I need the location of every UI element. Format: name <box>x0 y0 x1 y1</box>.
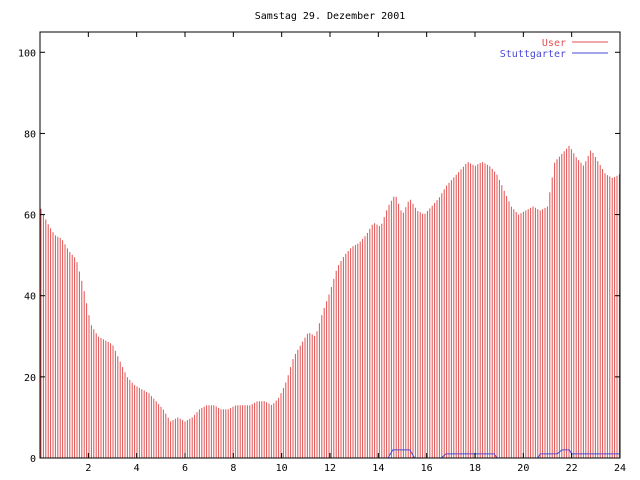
x-tick-label-12: 12 <box>324 463 336 474</box>
x-axis: 2 4 6 8 10 12 14 16 18 20 22 24 <box>85 32 626 474</box>
legend: User Stuttgarter <box>500 38 608 60</box>
x-tick-label-18: 18 <box>469 463 481 474</box>
x-tick-label-6: 6 <box>182 463 188 474</box>
x-tick-label-20: 20 <box>517 463 529 474</box>
stuttgarter-line-layer <box>40 449 620 459</box>
x-tick-label-4: 4 <box>134 463 140 474</box>
x-tick-label-22: 22 <box>566 463 578 474</box>
user-impulse-bars <box>40 145 620 458</box>
legend-user-label: User <box>542 38 566 49</box>
y-tick-label-0: 0 <box>30 454 36 465</box>
y-tick-label-100: 100 <box>18 48 36 59</box>
y-tick-label-20: 20 <box>24 373 36 384</box>
y-tick-label-40: 40 <box>24 292 36 303</box>
x-tick-label-10: 10 <box>276 463 288 474</box>
x-tick-label-8: 8 <box>230 463 236 474</box>
x-tick-label-16: 16 <box>421 463 433 474</box>
x-tick-label-14: 14 <box>372 463 384 474</box>
x-tick-label-24: 24 <box>614 463 626 474</box>
y-axis: 0 20 40 60 80 100 <box>18 48 620 465</box>
y-tick-label-60: 60 <box>24 211 36 222</box>
legend-stuttgarter-label: Stuttgarter <box>500 49 566 60</box>
x-tick-label-2: 2 <box>85 463 91 474</box>
stuttgarter-line <box>40 449 620 459</box>
chart-title: Samstag 29. Dezember 2001 <box>255 11 406 22</box>
y-tick-label-80: 80 <box>24 129 36 140</box>
